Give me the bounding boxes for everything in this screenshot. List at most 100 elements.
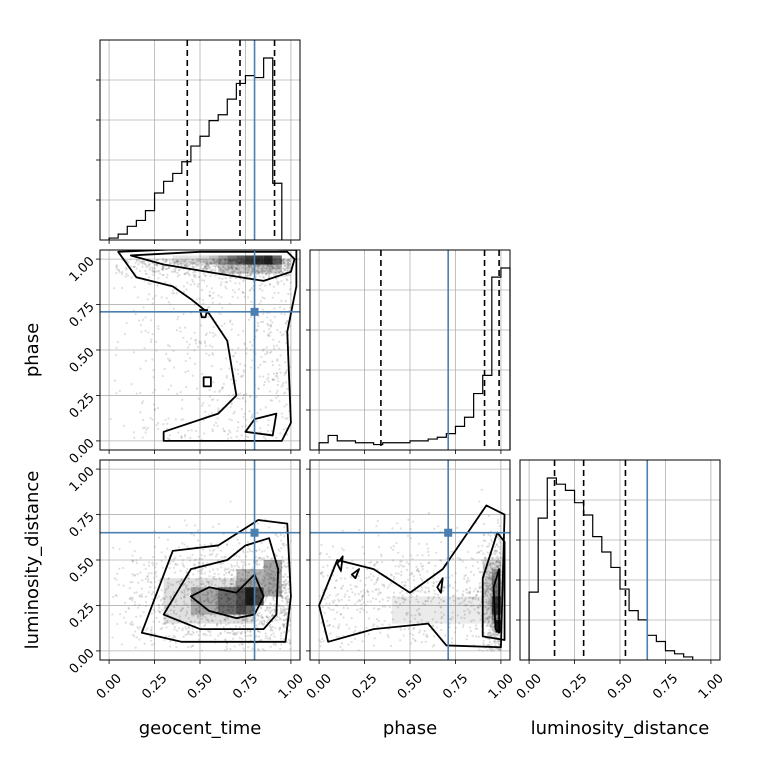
- sample-point: [154, 263, 157, 267]
- sample-point: [177, 260, 180, 263]
- sample-point: [280, 610, 283, 613]
- sample-point: [271, 613, 274, 617]
- sample-point: [463, 575, 466, 578]
- sample-point: [269, 572, 272, 576]
- sample-point: [486, 594, 489, 597]
- sample-point: [485, 589, 488, 592]
- sample-point: [282, 580, 286, 583]
- sample-point: [201, 567, 204, 570]
- sample-point: [383, 585, 386, 588]
- x-tick-label: 0.75: [230, 671, 261, 702]
- sample-point: [227, 433, 230, 436]
- sample-point: [440, 611, 443, 614]
- sample-point: [197, 345, 200, 349]
- sample-point: [456, 614, 459, 617]
- sample-point: [182, 312, 185, 316]
- sample-point: [275, 391, 278, 395]
- sample-point: [276, 344, 279, 347]
- sample-point: [381, 623, 384, 626]
- sample-point: [227, 605, 230, 608]
- sample-point: [462, 625, 465, 629]
- sample-point: [451, 611, 454, 614]
- sample-point: [489, 588, 492, 592]
- sample-point: [227, 267, 230, 270]
- sample-point: [152, 273, 155, 276]
- sample-point: [180, 609, 183, 612]
- sample-point: [138, 638, 141, 641]
- sample-point: [239, 578, 243, 581]
- sample-point: [235, 266, 238, 270]
- sample-point: [131, 623, 134, 626]
- sample-point: [143, 426, 147, 429]
- sample-point: [268, 265, 271, 268]
- sample-point: [139, 391, 142, 395]
- sample-point: [115, 578, 118, 581]
- sample-point: [169, 597, 172, 600]
- contour-line: [199, 309, 209, 319]
- sample-point: [280, 267, 283, 270]
- sample-point: [325, 602, 328, 605]
- sample-point: [125, 321, 128, 325]
- sample-point: [286, 601, 289, 604]
- sample-point: [254, 556, 258, 559]
- sample-point: [258, 264, 261, 267]
- sample-point: [263, 593, 267, 596]
- sample-point: [230, 582, 233, 585]
- sample-point: [200, 617, 203, 620]
- sample-point: [246, 271, 249, 275]
- sample-point: [239, 580, 242, 583]
- sample-point: [166, 538, 169, 541]
- sample-point: [236, 426, 240, 429]
- sample-point: [273, 307, 276, 310]
- sample-point: [374, 588, 377, 591]
- sample-point: [112, 546, 115, 550]
- sample-point: [261, 296, 264, 299]
- sample-point: [224, 262, 227, 266]
- sample-point: [169, 303, 172, 306]
- sample-point: [235, 271, 239, 274]
- sample-point: [116, 572, 119, 576]
- sample-point: [266, 606, 269, 610]
- sample-point: [189, 598, 193, 601]
- sample-point: [235, 435, 238, 438]
- sample-point: [194, 263, 197, 266]
- sample-point: [357, 593, 360, 596]
- sample-point: [229, 431, 232, 434]
- sample-point: [416, 621, 419, 624]
- sample-point: [228, 272, 232, 275]
- sample-point: [155, 263, 158, 266]
- sample-point: [287, 267, 290, 271]
- sample-point: [238, 271, 241, 274]
- sample-point: [165, 612, 169, 616]
- sample-point: [471, 598, 474, 601]
- sample-point: [195, 298, 198, 301]
- sample-point: [283, 583, 286, 586]
- sample-point: [231, 608, 234, 612]
- sample-point: [177, 268, 180, 271]
- sample-point: [490, 643, 493, 646]
- sample-point: [496, 556, 499, 559]
- sample-point: [271, 364, 274, 367]
- sample-point: [322, 565, 325, 569]
- sample-point: [216, 596, 219, 599]
- sample-point: [139, 625, 142, 629]
- sample-point: [133, 574, 137, 577]
- sample-point: [247, 645, 250, 649]
- sample-point: [187, 272, 190, 276]
- sample-point: [165, 626, 168, 629]
- sample-point: [271, 579, 274, 582]
- sample-point: [437, 525, 440, 528]
- sample-point: [219, 267, 222, 270]
- sample-point: [285, 322, 288, 325]
- sample-point: [240, 375, 243, 378]
- sample-point: [180, 435, 183, 438]
- sample-point: [118, 567, 121, 570]
- sample-point: [266, 572, 269, 575]
- sample-point: [493, 549, 496, 552]
- sample-point: [405, 611, 408, 615]
- sample-point: [242, 278, 246, 281]
- sample-point: [153, 388, 157, 392]
- sample-point: [206, 618, 209, 622]
- sample-point: [395, 601, 398, 604]
